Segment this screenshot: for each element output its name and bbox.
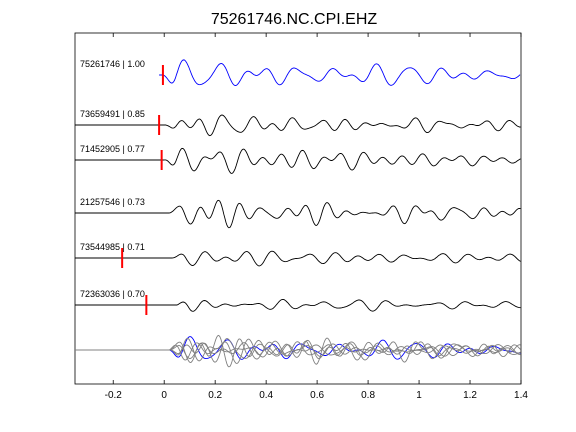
x-tick-label: 1.4 (514, 390, 528, 401)
trace-label-21257546: 21257546 | 0.73 (80, 197, 145, 207)
trace-label-73659491: 73659491 | 0.85 (80, 109, 145, 119)
trace-line-75261746 (159, 59, 521, 86)
trace-label-72363036: 72363036 | 0.70 (80, 289, 145, 299)
trace-labels: 75261746 | 1.00 73659491 | 0.85 71452905 |… (80, 59, 145, 299)
traces-layer (75, 59, 521, 312)
stack-overlay (75, 334, 521, 368)
x-tick-label: 0.8 (361, 390, 375, 401)
trace-line-71452905 (75, 147, 521, 174)
chart-title: 75261746.NC.CPI.EHZ (211, 11, 378, 28)
trace-line-73544985 (75, 250, 521, 267)
pick-markers (121, 65, 164, 315)
x-tick-label: 0.6 (310, 390, 324, 401)
trace-label-71452905: 71452905 | 0.77 (80, 144, 145, 154)
stack-line-72363036 (75, 340, 521, 361)
x-tick-label: 0.2 (208, 390, 222, 401)
x-tick-label: 0 (161, 390, 167, 401)
x-tick-label: 1 (416, 390, 422, 401)
x-axis: -0.2 0 0.2 0.4 0.6 0.8 1 1.2 1.4 (105, 33, 528, 401)
stack-line-21257546 (75, 334, 521, 368)
trace-label-73544985: 73544985 | 0.71 (80, 242, 145, 252)
plot-frame (74, 32, 522, 385)
trace-label-75261746: 75261746 | 1.00 (80, 59, 145, 69)
x-tick-label: 1.2 (463, 390, 477, 401)
trace-line-72363036 (75, 298, 521, 312)
trace-line-73659491 (75, 114, 521, 137)
x-tick-label: 0.4 (259, 390, 273, 401)
x-tick-label: -0.2 (105, 390, 123, 401)
trace-line-21257546 (75, 199, 521, 229)
